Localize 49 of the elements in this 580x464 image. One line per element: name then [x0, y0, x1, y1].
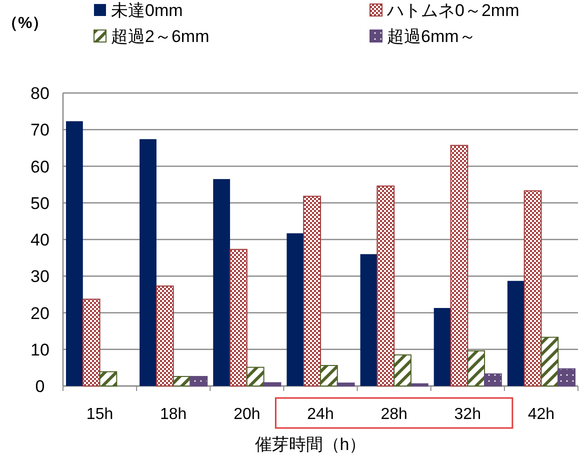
- bar: [140, 139, 156, 386]
- y-tick-label: 0: [35, 377, 45, 396]
- bar: [524, 190, 542, 386]
- bar: [156, 286, 174, 386]
- legend-label: 超過2～6mm: [111, 27, 210, 46]
- x-tick-label: 32h: [454, 406, 481, 423]
- legend-label: 超過6mm～: [387, 27, 476, 46]
- legend-label: ハトムネ0～2mm: [386, 1, 520, 20]
- y-axis-title: （%）: [2, 15, 48, 32]
- bar: [434, 308, 451, 386]
- x-axis-title: 催芽時間（h）: [254, 435, 366, 454]
- bar: [213, 179, 230, 386]
- bar: [558, 368, 576, 386]
- bar: [507, 280, 524, 386]
- y-tick-label: 80: [30, 84, 50, 103]
- bar: [230, 248, 248, 386]
- y-tick-label: 70: [30, 120, 50, 140]
- bar: [263, 382, 282, 386]
- legend-label: 未達0mm: [111, 1, 183, 20]
- y-tick-label: 50: [30, 194, 50, 213]
- bar: [540, 336, 559, 386]
- bar: [376, 186, 395, 386]
- y-tick-label: 60: [30, 157, 50, 176]
- bar: [450, 144, 468, 386]
- bar: [320, 364, 338, 386]
- y-tick-label: 30: [30, 267, 50, 286]
- x-tick-label: 20h: [234, 406, 260, 423]
- bar: [172, 376, 191, 386]
- bar: [410, 383, 428, 386]
- y-tick-label: 40: [30, 230, 50, 250]
- bar: [360, 254, 378, 386]
- bar: [190, 376, 208, 386]
- bar: [303, 196, 321, 386]
- bar: [394, 354, 412, 386]
- y-tick-label: 20: [30, 304, 50, 323]
- x-tick-label: 15h: [86, 406, 114, 423]
- x-tick-label: 18h: [160, 406, 187, 423]
- bar: [66, 121, 83, 386]
- x-tick-label: 28h: [380, 406, 408, 423]
- bar: [286, 233, 304, 386]
- y-tick-label: 10: [30, 340, 50, 360]
- x-tick-label: 24h: [307, 406, 334, 423]
- bar: [99, 371, 118, 386]
- bar: [246, 366, 264, 386]
- bar: [467, 350, 486, 386]
- bar: [82, 298, 100, 386]
- x-tick-label: 42h: [528, 406, 555, 423]
- bar: [336, 382, 355, 386]
- bar: [484, 373, 502, 386]
